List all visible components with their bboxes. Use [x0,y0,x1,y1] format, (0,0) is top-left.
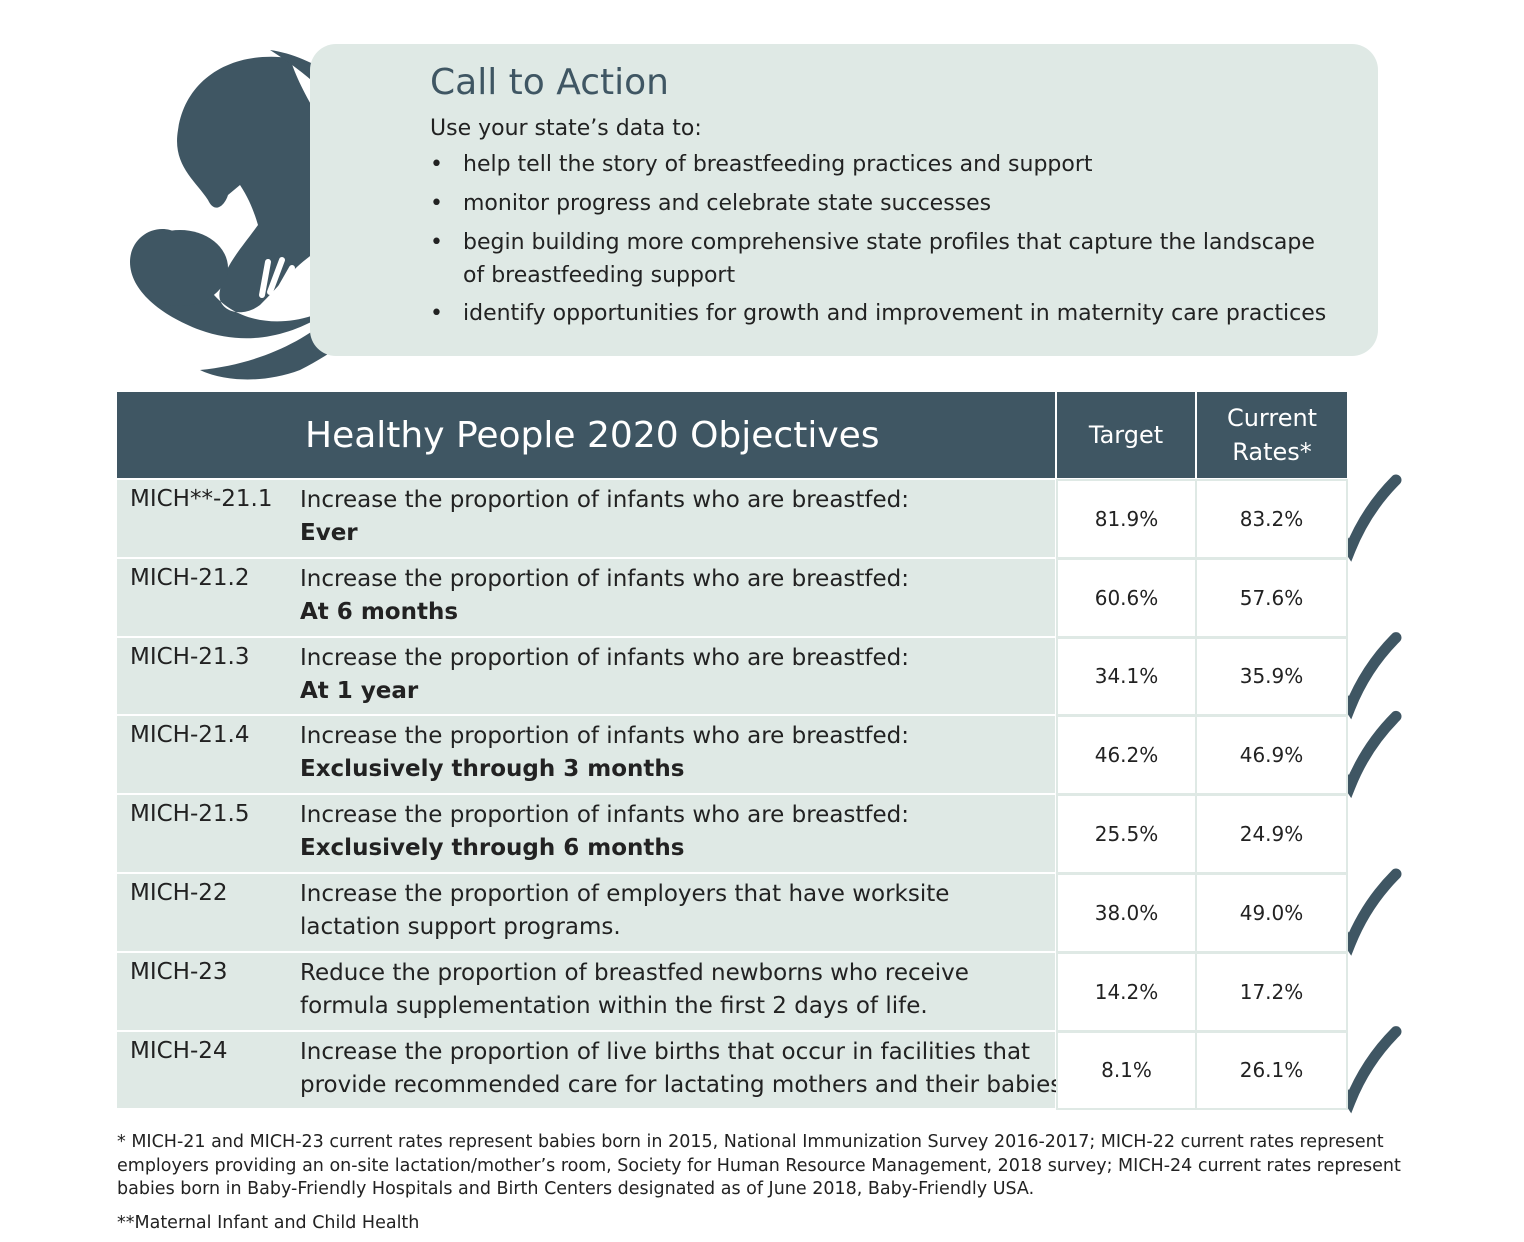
row-background [117,1031,1055,1109]
objective-text: Increase the proportion of infants who a… [300,487,910,513]
column-header: Target [1057,392,1195,478]
footnote: **Maternal Infant and Child Health [117,1212,420,1233]
target-cell: 81.9% [1056,479,1197,559]
row-background [117,952,1055,1030]
objective-text: provide recommended care for lactating m… [300,1071,1070,1098]
current-cell: 35.9% [1195,636,1348,717]
target-cell: 38.0% [1056,873,1197,953]
current-cell: 46.9% [1195,715,1348,796]
target-cell: 25.5% [1056,794,1197,874]
objective-text: Increase the proportion of infants who a… [300,565,910,592]
objective-id: MICH-21.3 [130,643,250,670]
column-header: Current Rates* [1197,392,1347,478]
objective-id: MICH-24 [130,1037,228,1064]
bullet-text: identify opportunities for growth and im… [463,301,1327,326]
objective-text: Increase the proportion of infants who a… [300,723,910,750]
objective-text: formula supplementation within the first… [300,992,928,1019]
objective-emphasis: Ever [300,520,358,546]
objective-text: Increase the proportion of infants who a… [300,802,910,829]
objective-id: MICH-21.4 [130,722,250,749]
objective-emphasis: At 6 months [300,598,459,625]
call-to-action-box [310,44,1378,356]
row-background [117,558,1055,636]
objective-emphasis: At 1 year [300,677,419,704]
objective-id: MICH-23 [130,958,228,985]
table-title: Healthy People 2020 Objectives [117,392,1055,478]
row-background [117,874,1055,951]
footnote: * MICH-21 and MICH-23 current rates repr… [117,1132,1384,1152]
current-cell: 26.1% [1195,1030,1348,1111]
baby-hand [259,257,301,305]
target-cell: 60.6% [1056,557,1197,638]
objective-id: MICH-22 [130,880,228,906]
objective-text: lactation support programs. [300,914,621,940]
row-background [117,480,1055,557]
cta-title: Call to Action [430,62,669,103]
row-background [117,716,1055,794]
objective-id: MICH-21.2 [130,564,250,591]
row-background [117,637,1055,715]
objective-emphasis: Exclusively through 6 months [300,835,685,862]
current-cell: 57.6% [1195,557,1348,638]
objective-emphasis: Exclusively through 3 months [300,756,685,783]
bullet-dot: • [430,230,443,255]
footnote: babies born in Baby-Friendly Hospitals a… [117,1179,1035,1199]
current-cell: 83.2% [1195,479,1348,559]
current-cell: 49.0% [1195,873,1348,953]
objective-text: Increase the proportion of live births t… [300,1038,1031,1065]
bullet-text: monitor progress and celebrate state suc… [463,191,992,216]
row-background [117,795,1055,872]
bullet-dot: • [430,191,443,216]
bullet-dot: • [430,301,443,326]
current-cell: 17.2% [1195,951,1348,1032]
objective-text: Reduce the proportion of breastfed newbo… [300,959,969,986]
objective-text: Increase the proportion of infants who a… [300,644,910,671]
bullet-text: of breastfeeding support [463,263,736,288]
target-cell: 14.2% [1056,951,1197,1032]
bullet-text: help tell the story of breastfeeding pra… [463,152,1093,177]
cta-intro: Use your state’s data to: [430,116,702,141]
target-cell: 34.1% [1056,636,1197,717]
bullet-dot: • [430,152,443,177]
target-cell: 8.1% [1056,1030,1197,1111]
current-cell: 24.9% [1195,794,1348,874]
objective-id: MICH**-21.1 [130,486,273,512]
bullet-text: begin building more comprehensive state … [463,230,1315,255]
target-cell: 46.2% [1056,715,1197,796]
footnote: employers providing an on-site lactation… [117,1155,1401,1176]
objective-text: Increase the proportion of employers tha… [300,881,950,907]
objective-id: MICH-21.5 [130,801,250,828]
